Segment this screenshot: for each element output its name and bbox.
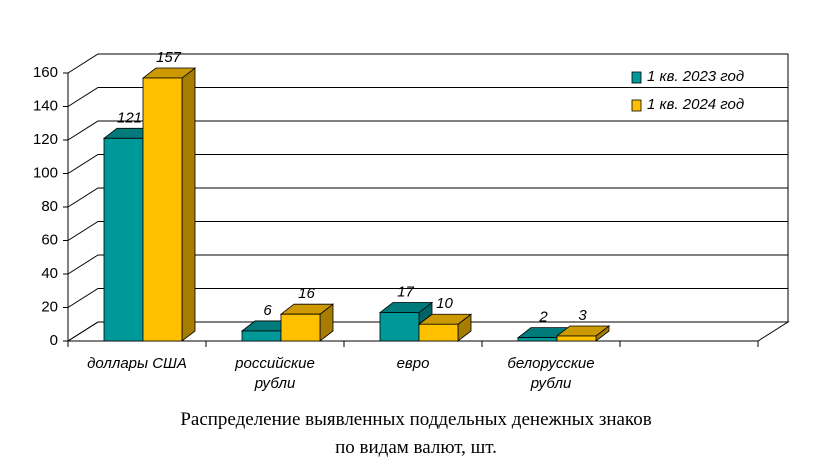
y-tick-label: 100 [33, 164, 58, 181]
legend-label: 1 кв. 2024 год [647, 96, 744, 113]
x-tick-label: доллары США [87, 355, 187, 372]
value-label: 6 [263, 302, 272, 319]
grid-line [67, 288, 788, 308]
y-tick-label: 20 [41, 298, 58, 315]
legend-swatch [631, 71, 642, 84]
value-label: 2 [538, 309, 548, 326]
y-tick-label: 40 [41, 265, 58, 282]
grid-line [67, 254, 788, 275]
grid-line [67, 53, 788, 74]
x-tick-label: белорусские рубли [507, 355, 594, 392]
value-label: 16 [298, 285, 315, 302]
legend-label: 1 кв. 2023 год [647, 68, 744, 85]
chart-title: Распределение выявленных поддельных дене… [180, 409, 651, 458]
grid-line [67, 187, 788, 208]
bar-face [418, 323, 459, 342]
bar [555, 325, 611, 342]
y-tick-label: 0 [50, 332, 58, 349]
value-label: 157 [156, 49, 182, 66]
value-label: 10 [436, 295, 453, 312]
y-tick-label: 60 [41, 231, 58, 248]
bar-face [517, 337, 558, 342]
bar-face [280, 313, 321, 342]
y-tick-label: 80 [41, 198, 58, 215]
bar [417, 313, 473, 342]
grid-line [67, 321, 788, 342]
grid-line [67, 87, 788, 107]
value-label: 3 [578, 307, 587, 324]
bar-face [142, 77, 183, 342]
bar-face [379, 312, 420, 342]
y-tick-label: 120 [33, 131, 58, 148]
legend-swatch [631, 99, 642, 112]
grid-line [67, 120, 788, 141]
y-tick-label: 140 [33, 97, 58, 114]
grid-line [67, 154, 788, 174]
bar [279, 303, 335, 342]
x-tick-label: евро [397, 355, 430, 372]
bar [378, 301, 434, 342]
bar-face [556, 335, 597, 342]
y-tick-label: 160 [33, 64, 58, 81]
value-label: 121 [117, 109, 142, 126]
grid-line [67, 221, 788, 241]
bar-face [103, 137, 144, 342]
x-tick-label: российские рубли [234, 355, 315, 392]
bar [141, 67, 197, 342]
bar-face [241, 330, 282, 342]
value-label: 17 [397, 283, 414, 300]
bar-face [181, 67, 196, 342]
